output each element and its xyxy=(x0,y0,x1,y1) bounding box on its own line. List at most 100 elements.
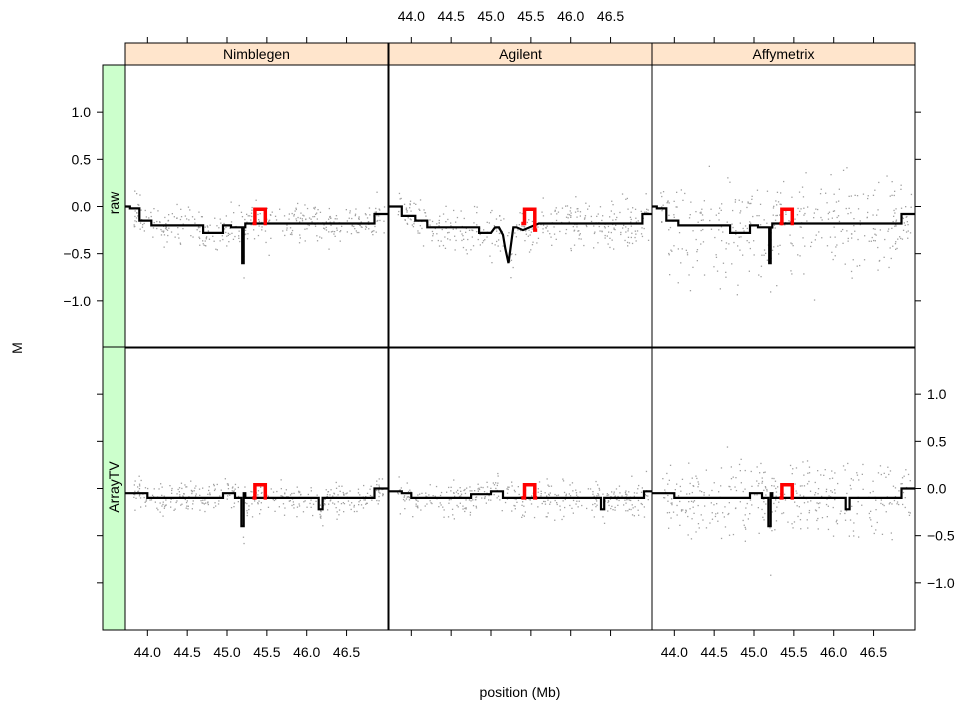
data-point xyxy=(763,519,765,521)
data-point xyxy=(355,230,357,232)
data-point xyxy=(830,174,832,176)
data-point xyxy=(721,203,723,205)
data-point xyxy=(850,195,852,197)
data-point xyxy=(174,508,176,510)
data-point xyxy=(496,497,498,499)
data-point xyxy=(834,489,836,491)
data-point xyxy=(576,216,578,218)
data-point xyxy=(472,499,474,501)
data-point xyxy=(406,211,408,213)
data-point xyxy=(429,484,431,486)
data-point xyxy=(135,220,138,223)
data-point xyxy=(702,519,704,521)
data-point xyxy=(682,199,684,201)
data-point xyxy=(416,506,419,508)
data-point xyxy=(636,230,639,232)
data-point xyxy=(206,225,208,227)
data-point xyxy=(718,229,720,231)
panel-ArrayTV-Nimblegen xyxy=(124,346,389,631)
data-point xyxy=(477,483,479,485)
data-point xyxy=(194,218,196,220)
data-point xyxy=(197,227,200,229)
data-point xyxy=(409,489,411,491)
data-point xyxy=(261,491,263,494)
data-point xyxy=(627,236,630,238)
data-point xyxy=(686,254,689,256)
data-point xyxy=(304,204,306,206)
data-point xyxy=(586,225,588,228)
data-point xyxy=(897,238,899,240)
data-point xyxy=(740,482,742,484)
data-point xyxy=(613,228,615,230)
data-point xyxy=(831,477,834,479)
data-point xyxy=(144,501,146,503)
data-point xyxy=(821,219,823,221)
data-point xyxy=(808,512,810,514)
data-point xyxy=(756,215,758,217)
data-point xyxy=(688,217,691,219)
data-point xyxy=(894,487,897,489)
data-point xyxy=(495,482,497,484)
data-point xyxy=(225,231,227,234)
data-point xyxy=(148,217,150,219)
data-point xyxy=(614,495,616,497)
data-point xyxy=(700,229,702,232)
data-point xyxy=(620,231,622,234)
data-point xyxy=(304,240,306,242)
data-point xyxy=(759,203,762,205)
data-point xyxy=(379,219,381,222)
data-point xyxy=(404,508,406,510)
data-point xyxy=(691,491,693,494)
data-point xyxy=(625,510,627,512)
data-point xyxy=(506,492,509,494)
data-point xyxy=(700,219,703,221)
data-point xyxy=(191,508,193,510)
data-point xyxy=(477,490,479,492)
data-point xyxy=(295,208,297,211)
data-point xyxy=(488,499,490,501)
data-point xyxy=(909,232,912,234)
data-point xyxy=(766,259,768,261)
data-point xyxy=(251,491,253,493)
data-point xyxy=(602,493,604,495)
data-point xyxy=(330,231,333,233)
data-point xyxy=(833,193,835,195)
data-point xyxy=(169,485,171,487)
data-point xyxy=(840,510,842,512)
data-point xyxy=(232,486,234,488)
data-point xyxy=(410,210,412,212)
data-point xyxy=(803,474,805,476)
data-point xyxy=(139,194,141,196)
data-point xyxy=(821,495,823,498)
data-point xyxy=(250,219,252,221)
data-point xyxy=(842,242,844,244)
data-point xyxy=(700,514,702,516)
data-point xyxy=(296,486,298,488)
data-point xyxy=(548,494,551,496)
panel-raw-Agilent xyxy=(388,64,653,349)
data-point xyxy=(862,193,865,195)
data-point xyxy=(905,231,908,233)
data-point xyxy=(204,499,206,501)
data-point xyxy=(785,211,787,213)
data-point xyxy=(257,213,259,216)
data-point xyxy=(850,488,852,490)
data-point xyxy=(338,514,340,516)
data-point xyxy=(740,236,742,238)
data-point xyxy=(765,494,767,496)
data-point xyxy=(771,227,774,230)
data-point xyxy=(597,484,599,486)
data-point xyxy=(161,486,163,488)
data-point xyxy=(299,234,301,236)
data-point xyxy=(720,209,722,211)
data-point xyxy=(685,510,687,512)
data-point xyxy=(562,480,565,482)
data-point xyxy=(766,488,768,491)
data-point xyxy=(450,490,452,492)
data-point xyxy=(134,480,136,482)
data-point xyxy=(673,200,675,202)
data-point xyxy=(820,216,822,219)
x-tick-label: 46.5 xyxy=(597,8,624,24)
data-point xyxy=(756,189,759,191)
data-point xyxy=(378,491,380,493)
